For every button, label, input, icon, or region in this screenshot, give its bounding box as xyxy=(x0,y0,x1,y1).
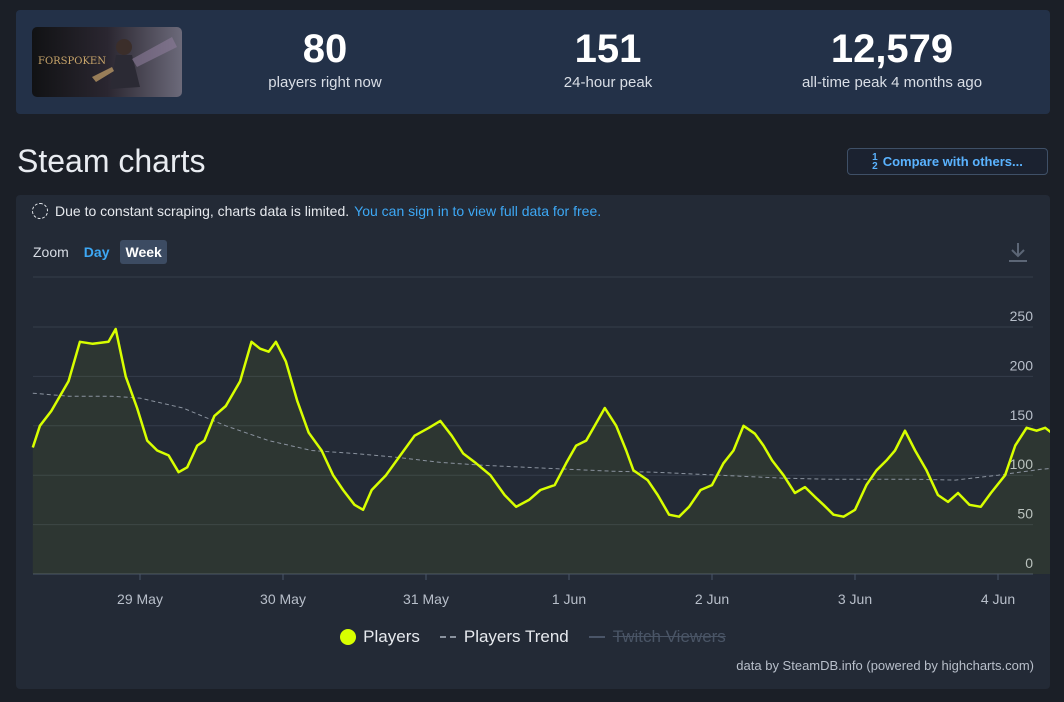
x-tick-label: 1 Jun xyxy=(552,591,586,607)
x-tick-label: 31 May xyxy=(403,591,449,607)
x-tick-label: 29 May xyxy=(117,591,163,607)
legend-twitch-viewers[interactable]: Twitch Viewers xyxy=(588,627,726,647)
x-tick-label: 3 Jun xyxy=(838,591,872,607)
peak-24h-label: 24-hour peak xyxy=(563,74,653,91)
game-thumbnail[interactable]: FORSPOKEN xyxy=(32,27,182,97)
y-tick-label: 0 xyxy=(1025,555,1033,571)
compare-button-label: Compare with others... xyxy=(882,154,1023,169)
x-tick-label: 2 Jun xyxy=(695,591,729,607)
chart-credit[interactable]: data by SteamDB.info (powered by highcha… xyxy=(736,658,1034,673)
legend-players-trend[interactable]: Players Trend xyxy=(439,627,569,647)
chart-legend: Players Players Trend Twitch Viewers xyxy=(16,627,1050,647)
svg-text:FORSPOKEN: FORSPOKEN xyxy=(38,56,106,67)
stats-card: FORSPOKEN 80 players right now 151 24-ho… xyxy=(16,10,1050,114)
dashed-line-icon xyxy=(439,636,456,638)
stat-all-time-peak: 12,579 all-time peak 4 months ago xyxy=(772,26,1012,91)
y-tick-label: 250 xyxy=(1010,308,1034,324)
y-tick-label: 100 xyxy=(1010,456,1034,472)
stat-current-players: 80 players right now xyxy=(205,26,445,91)
players-trend-line xyxy=(32,392,1050,481)
players-dot-icon xyxy=(340,629,357,645)
line-icon xyxy=(588,636,605,638)
current-players-label: players right now xyxy=(268,74,382,91)
players-line xyxy=(31,327,1050,518)
peak-24h-value: 151 xyxy=(574,27,642,71)
data-limit-notice: Due to constant scraping, charts data is… xyxy=(32,203,601,219)
zoom-controls: Zoom Day Week xyxy=(33,240,173,264)
y-tick-label: 200 xyxy=(1010,357,1034,373)
all-time-peak-label[interactable]: all-time peak 4 months ago xyxy=(801,74,983,91)
zoom-label: Zoom xyxy=(33,244,69,260)
zoom-day-button[interactable]: Day xyxy=(83,244,110,260)
legend-twitch-label: Twitch Viewers xyxy=(612,627,726,646)
legend-players-label: Players xyxy=(363,627,420,646)
x-tick-label: 4 Jun xyxy=(981,591,1015,607)
zoom-week-button[interactable]: Week xyxy=(120,240,167,264)
dashed-circle-icon xyxy=(32,203,48,219)
legend-players[interactable]: Players xyxy=(340,627,420,647)
chart-card: 0 50 100 150 200 250 29 May 30 May 31 May 1 Jun 2… xyxy=(16,195,1050,689)
game-thumbnail-image: FORSPOKEN xyxy=(32,27,182,97)
all-time-peak-value: 12,579 xyxy=(830,27,954,71)
current-players-value: 80 xyxy=(302,27,348,71)
y-tick-label: 50 xyxy=(1017,506,1033,522)
legend-trend-label: Players Trend xyxy=(463,627,569,646)
players-chart: 0 50 100 150 200 250 29 May 30 May 31 May 1 Jun 2… xyxy=(31,276,1050,607)
sign-in-link[interactable]: You can sign in to view full data for fr… xyxy=(354,203,602,219)
players-area xyxy=(32,329,1050,574)
stat-24h-peak: 151 24-hour peak xyxy=(488,26,728,91)
section-title: Steam charts xyxy=(17,143,206,179)
x-tick-label: 30 May xyxy=(260,591,306,607)
y-tick-label: 150 xyxy=(1010,407,1034,423)
download-icon[interactable] xyxy=(1006,240,1030,264)
notice-text: Due to constant scraping, charts data is… xyxy=(55,203,350,219)
